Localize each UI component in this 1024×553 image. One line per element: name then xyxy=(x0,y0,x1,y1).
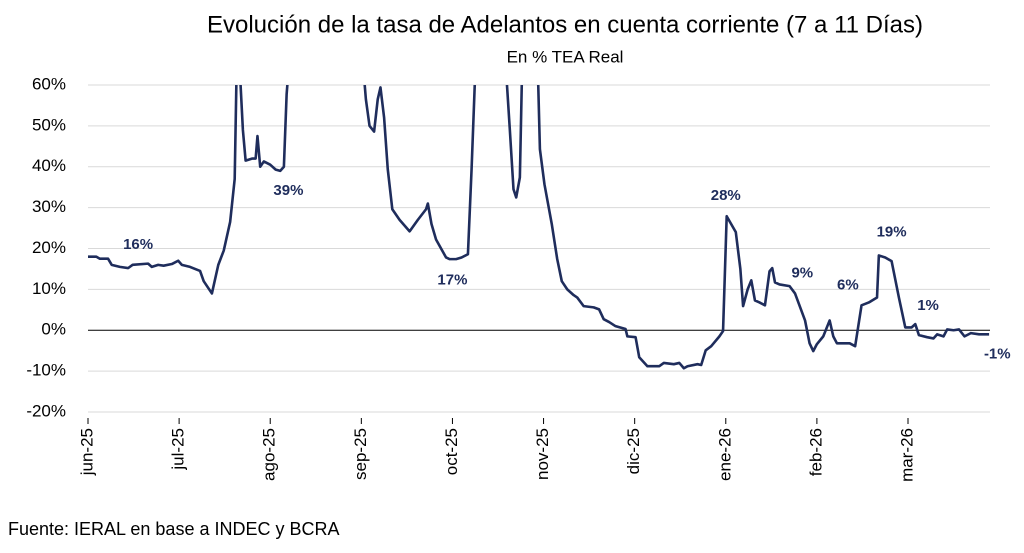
series-line xyxy=(88,85,990,370)
chart-subtitle: En % TEA Real xyxy=(507,47,624,66)
data-label: 16% xyxy=(123,236,153,253)
x-tick-label: mar-26 xyxy=(897,428,916,482)
x-tick-label: jun-25 xyxy=(77,428,96,476)
y-tick-label: 30% xyxy=(32,197,66,216)
x-tick-label: ago-25 xyxy=(260,428,279,481)
y-tick-label: 50% xyxy=(32,115,66,134)
y-tick-label: 60% xyxy=(32,74,66,93)
x-tick-label: sep-25 xyxy=(351,428,370,480)
data-label: 1% xyxy=(917,297,939,314)
data-label: 28% xyxy=(711,187,741,204)
y-tick-label: 40% xyxy=(32,156,66,175)
data-label: 39% xyxy=(273,182,303,199)
y-tick-label: 0% xyxy=(41,320,66,339)
y-tick-label: -20% xyxy=(26,401,66,420)
source-note: Fuente: IERAL en base a INDEC y BCRA xyxy=(8,519,339,539)
data-label: -1% xyxy=(984,345,1011,362)
x-tick-label: ene-26 xyxy=(715,428,734,481)
x-tick-label: jul-25 xyxy=(169,428,188,471)
data-label: 6% xyxy=(837,277,859,294)
x-tick-label: dic-25 xyxy=(624,428,643,474)
chart-title: Evolución de la tasa de Adelantos en cue… xyxy=(207,11,923,38)
data-label: 9% xyxy=(791,264,813,281)
y-tick-label: 10% xyxy=(32,279,66,298)
x-tick-label: feb-26 xyxy=(806,428,825,476)
x-tick-label: oct-25 xyxy=(442,428,461,475)
y-tick-label: -10% xyxy=(26,361,66,380)
data-label: 19% xyxy=(877,224,907,241)
data-label: 17% xyxy=(437,272,467,289)
x-tick-label: nov-25 xyxy=(533,428,552,480)
y-tick-label: 20% xyxy=(32,238,66,257)
